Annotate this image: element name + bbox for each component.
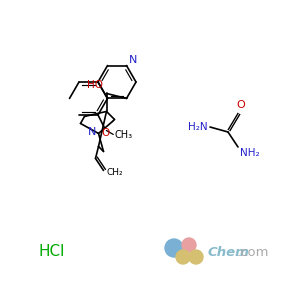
Text: CH₂: CH₂ — [106, 168, 123, 177]
Circle shape — [165, 239, 183, 257]
Text: O: O — [101, 128, 110, 138]
Text: Chem: Chem — [208, 245, 250, 259]
Text: .com: .com — [237, 245, 269, 259]
Text: H₂N: H₂N — [188, 122, 208, 132]
Circle shape — [176, 250, 190, 264]
Text: O: O — [237, 100, 245, 110]
Text: N: N — [88, 128, 97, 137]
Circle shape — [189, 250, 203, 264]
Text: HCl: HCl — [39, 244, 65, 260]
Text: NH₂: NH₂ — [240, 148, 260, 158]
Text: N: N — [128, 55, 137, 64]
Text: HO: HO — [88, 80, 103, 91]
Text: CH₃: CH₃ — [114, 130, 132, 140]
Circle shape — [182, 238, 196, 252]
